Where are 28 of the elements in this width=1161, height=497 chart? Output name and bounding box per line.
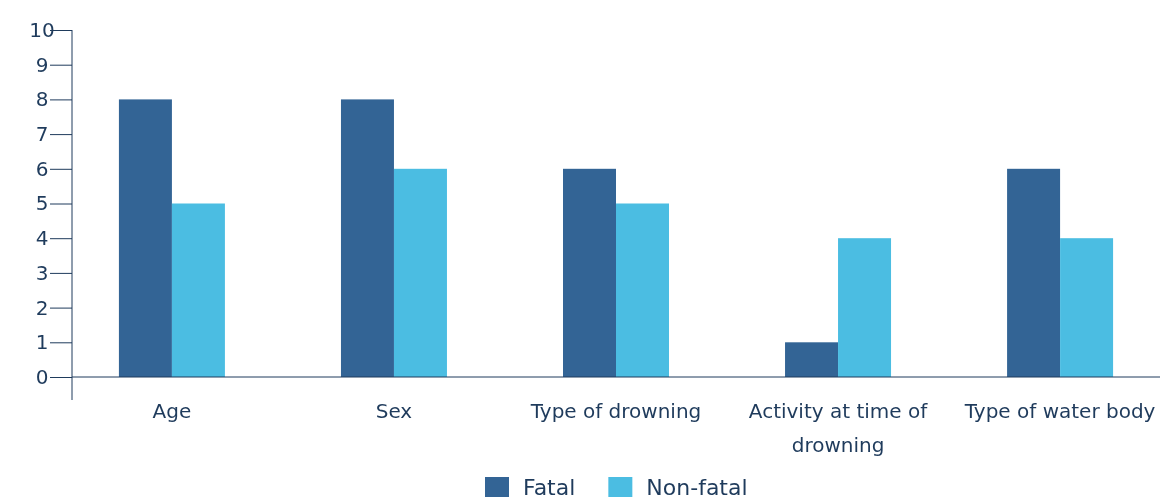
- x-tick-label: Type of water body: [963, 399, 1156, 423]
- x-tick-label: Age: [152, 399, 192, 423]
- bar: [1007, 168, 1061, 377]
- bar: [393, 168, 447, 377]
- bar: [838, 238, 892, 377]
- y-tick-label: 9: [35, 52, 49, 77]
- y-tick-label: 3: [35, 260, 49, 285]
- y-tick-label: 7: [35, 122, 49, 146]
- y-tick-label: 1: [35, 330, 49, 355]
- bar: [340, 99, 394, 377]
- legend-label: Non-fatal: [646, 475, 748, 497]
- y-tick-label: 2: [35, 295, 49, 320]
- y-tick-label: 8: [35, 87, 49, 112]
- x-tick-label: Type of drowning: [529, 399, 702, 423]
- y-tick-label: 4: [35, 226, 49, 251]
- y-tick-label: 6: [35, 156, 49, 181]
- bar: [563, 168, 616, 377]
- x-tick-label: Sex: [375, 399, 413, 423]
- x-tick-label: Activity at time of drowning: [748, 399, 929, 457]
- y-tick-label: 10: [29, 17, 55, 42]
- y-tick-label: 5: [35, 191, 49, 216]
- y-tick-label: 0: [35, 364, 49, 389]
- bar: [171, 203, 225, 377]
- bar: [118, 99, 172, 377]
- legend-label: Fatal: [523, 475, 576, 497]
- bar: [616, 203, 669, 377]
- bar: [1060, 238, 1114, 377]
- bar: [785, 342, 839, 377]
